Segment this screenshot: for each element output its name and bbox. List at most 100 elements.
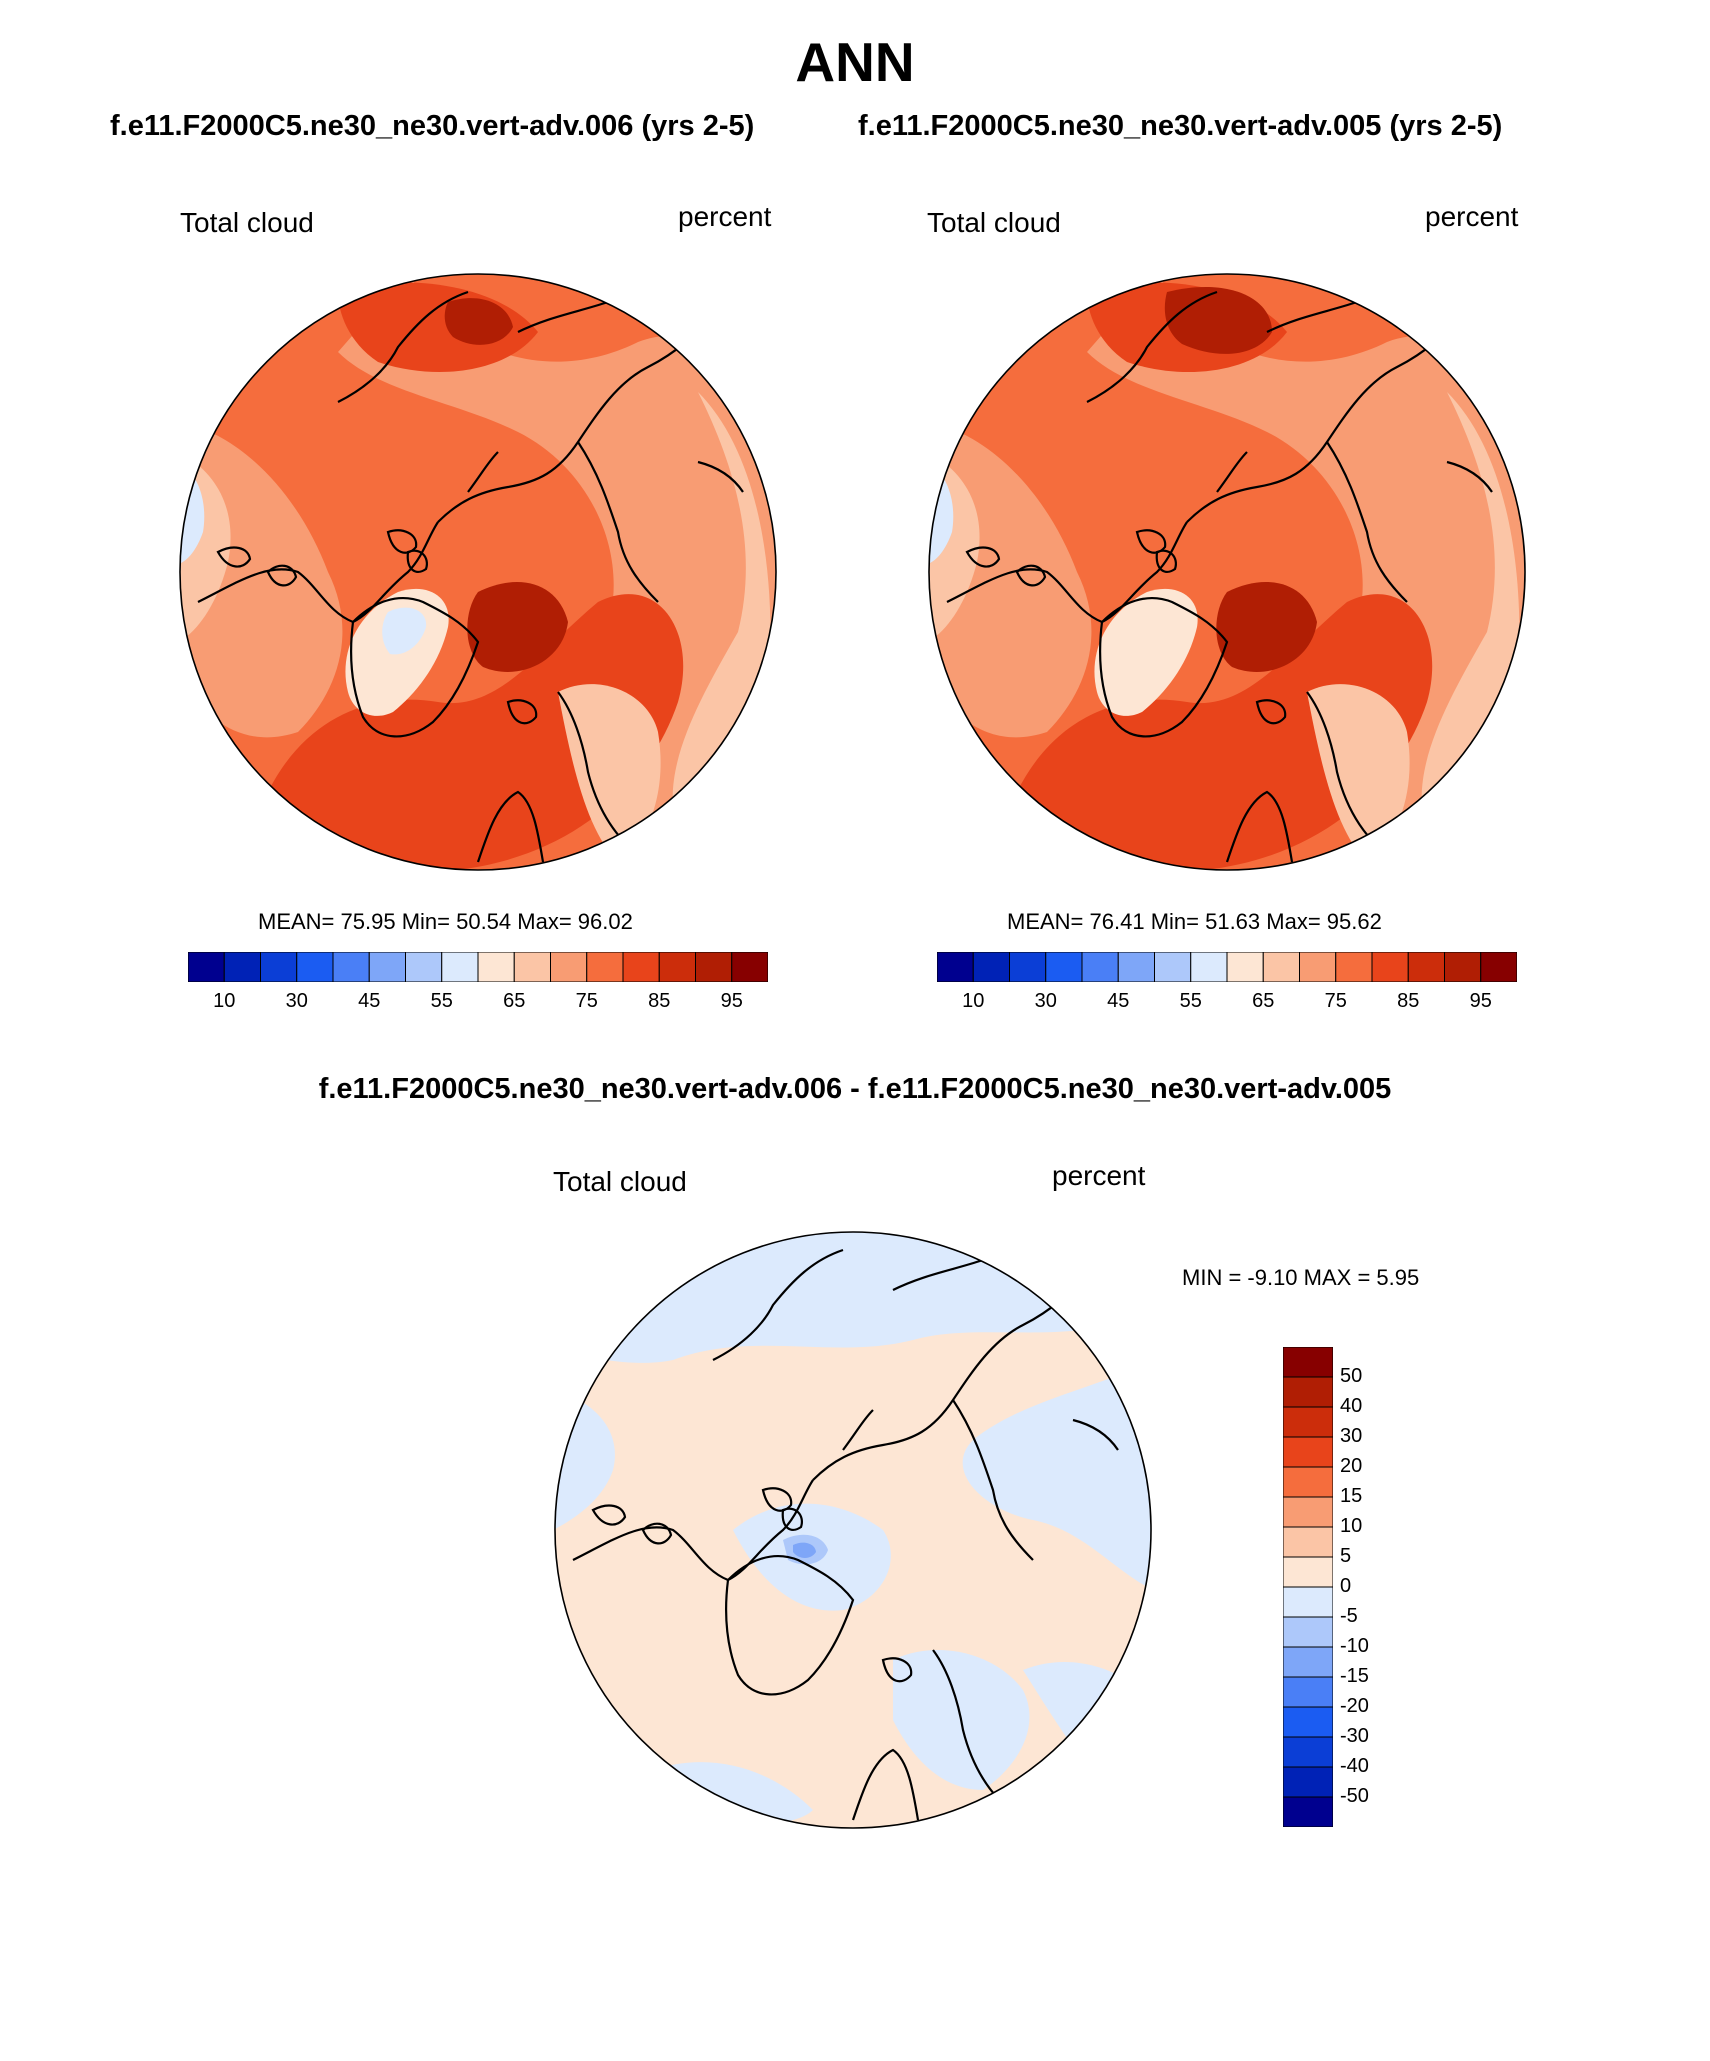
diff-colorbar (1283, 1347, 1333, 1827)
panel2-colorbar-box (1226, 952, 1264, 982)
panel1-colorbar-tick-label: 85 (648, 990, 671, 1012)
panel2-stats: MEAN= 76.41 Min= 51.63 Max= 95.62 (1007, 909, 1382, 934)
panel1-colorbar-tick-label: 55 (430, 990, 453, 1012)
panel1-colorbar-box (550, 952, 588, 982)
panel1-colorbar-box (296, 952, 334, 982)
right-case-title: f.e11.F2000C5.ne30_ne30.vert-adv.005 (yr… (858, 110, 1503, 142)
panel1-colorbar-box (513, 952, 551, 982)
panel2-colorbar-box (1299, 952, 1337, 982)
panel2-colorbar-box (1009, 952, 1047, 982)
panel1-colorbar-box (332, 952, 370, 982)
diff-colorbar-box (1283, 1736, 1333, 1768)
figure-title: ANN (795, 31, 915, 93)
diff-colorbar-tick-label: 10 (1340, 1515, 1363, 1537)
panel1-field-peak-siberia (444, 298, 513, 345)
panel1-colorbar-box (658, 952, 696, 982)
panel2-coastlines (946, 276, 1493, 863)
left-case-title: f.e11.F2000C5.ne30_ne30.vert-adv.006 (yr… (110, 110, 755, 142)
diff-colorbar-tick-label: -40 (1340, 1755, 1369, 1777)
panel2-colorbar-tick-label: 10 (962, 990, 985, 1012)
panel2-units-label: percent (1425, 201, 1519, 232)
panel1-colorbar-tick-label: 10 (213, 990, 236, 1012)
panel1-colorbar-ticks: 10 30 45 55 65 75 85 95 (188, 990, 768, 1020)
panel1-colorbar-tick-label: 45 (358, 990, 381, 1012)
diff-colorbar-tick-label: -50 (1340, 1785, 1369, 1807)
panel1-field-scandinavia (558, 684, 661, 862)
diff-colorbar-box (1283, 1406, 1333, 1438)
diff-colorbar-box (1283, 1676, 1333, 1708)
panel2-colorbar-box (1480, 952, 1517, 982)
panel2-colorbar-tick-label: 65 (1252, 990, 1275, 1012)
diff-colorbar-tick-label: 20 (1340, 1455, 1363, 1477)
panel2-field-atlantic (1017, 594, 1433, 870)
panel2-colorbar-tick-label: 85 (1397, 990, 1420, 1012)
diff-colorbar-ticks: 50 40 30 20 15 10 5 0 -5 -10 -15 -20 -30 -40 -50 (1340, 1347, 1400, 1827)
diff-colorbar-tick-label: 30 (1340, 1425, 1363, 1447)
panel2-colorbar-box (937, 952, 974, 982)
diff-map-border (554, 1231, 1152, 1829)
panel2-colorbar-tick-label: 55 (1179, 990, 1202, 1012)
diff-stats: MIN = -9.10 MAX = 5.95 (1182, 1265, 1420, 1290)
panel1-colorbar-box (477, 952, 515, 982)
panel1-colorbar-box (260, 952, 298, 982)
panel2-colorbar-box (1371, 952, 1409, 982)
diff-colorbar-tick-label: -20 (1340, 1695, 1369, 1717)
diff-colorbar-tick-label: -15 (1340, 1665, 1369, 1687)
panel1-colorbar-tick-label: 75 (575, 990, 598, 1012)
diff-colorbar-box (1283, 1706, 1333, 1738)
diff-variable-label: Total cloud (553, 1166, 687, 1197)
diff-colorbar-box (1283, 1556, 1333, 1588)
diff-colorbar-box (1283, 1436, 1333, 1468)
diff-colorbar-tick-label: -10 (1340, 1635, 1369, 1657)
panel2-colorbar-box (1154, 952, 1192, 982)
panel2-field-peak-barents (1216, 582, 1317, 672)
diff-colorbar-box (1283, 1376, 1333, 1408)
panel2-colorbar-tick-label: 75 (1324, 990, 1347, 1012)
panel2-colorbar-box (1407, 952, 1445, 982)
panel1-colorbar-box (223, 952, 261, 982)
diff-colorbar-box (1283, 1616, 1333, 1648)
diff-colorbar-tick-label: -30 (1340, 1725, 1369, 1747)
panel2-colorbar-box (1262, 952, 1300, 982)
panel1-field-atlantic (268, 594, 684, 870)
panel1-colorbar-box (586, 952, 624, 982)
panel1-colorbar-box (405, 952, 443, 982)
panel1-variable-label: Total cloud (180, 207, 314, 238)
panel2-colorbar-box (1335, 952, 1373, 982)
panel1-colorbar-box (695, 952, 733, 982)
panel1-map-border (179, 273, 777, 871)
panel2-field-scandinavia (1307, 684, 1410, 862)
diff-units-label: percent (1052, 1160, 1146, 1191)
diff-colorbar-tick-label: 40 (1340, 1395, 1363, 1417)
panel2-polar-map (928, 273, 1526, 871)
panel1-colorbar (188, 952, 768, 982)
diff-colorbar-box (1283, 1646, 1333, 1678)
panel2-colorbar-box (1117, 952, 1155, 982)
panel1-field-peak-barents (467, 582, 568, 672)
panel1-units-label: percent (678, 201, 772, 232)
diff-colorbar-box (1283, 1347, 1333, 1378)
diff-colorbar-tick-label: 0 (1340, 1575, 1352, 1597)
panel1-colorbar-box (731, 952, 768, 982)
panel1-colorbar-tick-label: 30 (285, 990, 308, 1012)
panel2-colorbar-tick-label: 45 (1107, 990, 1130, 1012)
panel2-variable-label: Total cloud (927, 207, 1061, 238)
diff-colorbar-box (1283, 1586, 1333, 1618)
diff-field-east (962, 1360, 1151, 1590)
panel2-colorbar-tick-label: 30 (1034, 990, 1057, 1012)
diff-colorbar-box (1283, 1496, 1333, 1528)
panel1-stats: MEAN= 75.95 Min= 50.54 Max= 96.02 (258, 909, 633, 934)
panel1-colorbar-box (188, 952, 225, 982)
diff-polar-map (554, 1231, 1152, 1829)
diff-colorbar-tick-label: 15 (1340, 1485, 1363, 1507)
diff-colorbar-box (1283, 1766, 1333, 1798)
panel1-colorbar-box (441, 952, 479, 982)
difference-title: f.e11.F2000C5.ne30_ne30.vert-adv.006 - f… (318, 1073, 1392, 1105)
panel2-colorbar-box (1045, 952, 1083, 982)
panel2-map-border (928, 273, 1526, 871)
panel2-colorbar-box (1190, 952, 1228, 982)
panel2-colorbar (937, 952, 1517, 982)
diff-colorbar-box (1283, 1796, 1333, 1827)
panel1-colorbar-box (622, 952, 660, 982)
panel2-colorbar-ticks: 10 30 45 55 65 75 85 95 (937, 990, 1517, 1020)
